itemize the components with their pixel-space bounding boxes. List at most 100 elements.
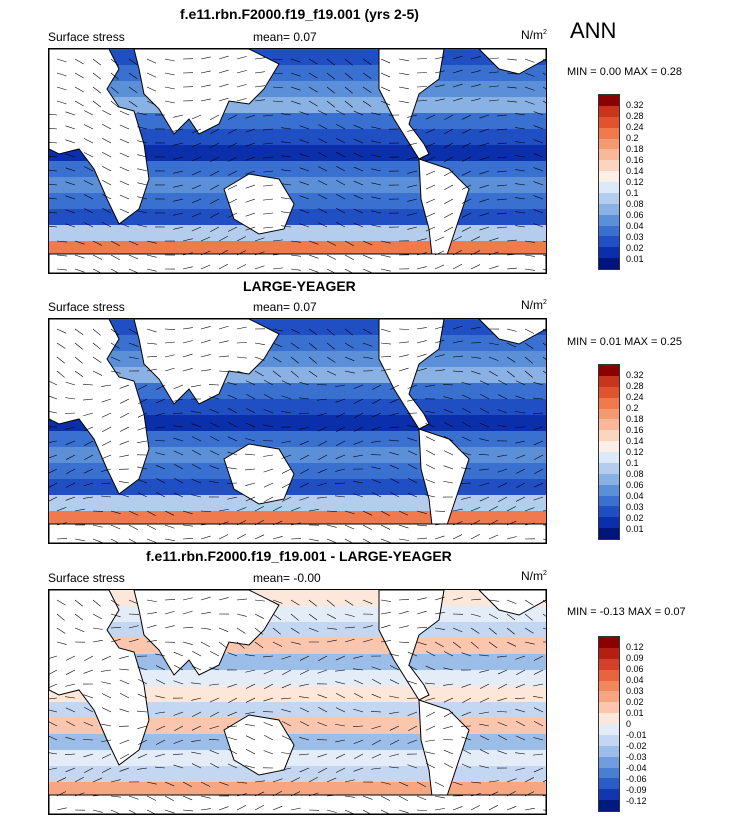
wind-arrow: [425, 739, 436, 742]
wind-arrow: [92, 254, 103, 260]
wind-arrow: [65, 736, 76, 741]
wind-arrow: [479, 723, 490, 727]
wind-arrow: [497, 424, 508, 428]
wind-arrow: [317, 138, 328, 144]
landmass: [133, 49, 280, 135]
wind-arrow: [380, 342, 391, 345]
wind-arrow: [65, 125, 76, 130]
colorbar-label: -0.04: [626, 763, 647, 773]
wind-arrow: [254, 780, 265, 783]
wind-arrow: [425, 114, 436, 120]
wind-arrow: [245, 226, 256, 231]
wind-arrow: [452, 508, 463, 512]
wind-arrow: [102, 426, 112, 433]
wind-arrow: [497, 711, 508, 713]
wind-arrow: [470, 627, 480, 634]
wind-arrow: [228, 749, 238, 755]
wind-arrow: [209, 667, 220, 671]
wind-arrow: [182, 641, 193, 645]
wind-arrow: [479, 142, 490, 147]
wind-arrow: [146, 254, 157, 258]
wind-arrow: [299, 683, 310, 687]
colorbar-label: 0.12: [626, 177, 644, 187]
wind-arrow: [425, 494, 436, 498]
colorbar-label: 0: [626, 719, 632, 729]
wind-arrow: [192, 449, 202, 456]
wind-arrow: [227, 683, 238, 688]
wind-arrow: [146, 795, 157, 801]
wind-arrow: [362, 638, 373, 643]
wind-arrow: [290, 791, 301, 797]
wind-arrow: [128, 510, 139, 516]
wind-arrow: [488, 99, 499, 102]
wind-arrow: [245, 142, 256, 147]
colorbar-label: 0.02: [626, 697, 644, 707]
wind-arrow: [49, 141, 58, 144]
wind-arrow: [299, 707, 310, 713]
wind-arrow: [119, 679, 130, 685]
wind-arrow: [210, 170, 220, 177]
wind-arrow: [425, 725, 436, 731]
wind-arrow: [398, 510, 409, 516]
panel-1-mean: mean= 0.07: [253, 30, 317, 44]
wind-arrow: [416, 524, 427, 527]
wind-arrow: [371, 224, 382, 228]
wind-arrow: [56, 100, 67, 105]
wind-arrow: [281, 127, 292, 130]
stress-band: [49, 495, 546, 512]
stress-band: [49, 209, 546, 226]
wind-arrow: [317, 124, 328, 130]
wind-arrow: [74, 599, 84, 607]
colorbar-swatch: [599, 386, 619, 398]
colorbar-swatch: [599, 149, 619, 161]
wind-arrow: [479, 422, 490, 428]
wind-arrow: [245, 380, 256, 386]
panel-3-map: [48, 589, 547, 815]
wind-arrow: [245, 496, 256, 502]
wind-arrow: [65, 753, 76, 756]
wind-arrow: [92, 524, 103, 528]
wind-arrow: [362, 510, 373, 516]
wind-arrow: [49, 155, 58, 158]
wind-arrow: [56, 807, 67, 811]
wind-arrow: [398, 809, 409, 814]
wind-arrow: [434, 339, 445, 344]
wind-arrow: [49, 411, 58, 414]
wind-arrow: [173, 170, 184, 174]
wind-arrow: [416, 327, 427, 330]
wind-arrow: [479, 496, 490, 502]
wind-arrow: [461, 381, 472, 386]
wind-arrow: [371, 440, 382, 443]
wind-arrow: [209, 409, 220, 414]
wind-arrow: [281, 141, 292, 144]
wind-arrow: [263, 170, 274, 173]
wind-arrow: [353, 194, 364, 200]
wind-arrow: [443, 384, 454, 386]
wind-arrow: [191, 156, 202, 162]
wind-arrow: [425, 142, 436, 148]
wind-arrow: [317, 166, 328, 172]
wind-arrow: [488, 627, 497, 635]
wind-arrow: [533, 426, 544, 430]
wind-arrow: [335, 398, 346, 403]
wind-arrow: [506, 86, 517, 89]
wind-arrow: [173, 212, 184, 216]
wind-arrow: [425, 436, 436, 442]
wind-arrow: [353, 440, 364, 445]
wind-arrow: [299, 737, 310, 741]
wind-arrow: [272, 100, 283, 103]
wind-arrow: [182, 340, 193, 344]
wind-arrow: [470, 781, 481, 784]
wind-arrow: [317, 722, 328, 727]
wind-arrow: [272, 536, 283, 540]
wind-arrow: [371, 666, 382, 671]
wind-arrow: [146, 809, 156, 814]
wind-arrow: [254, 534, 265, 540]
wind-arrow: [371, 693, 382, 699]
wind-arrow: [101, 681, 112, 685]
season-label: ANN: [570, 18, 617, 43]
wind-arrow: [470, 506, 481, 512]
colorbar-label: 0.12: [626, 447, 644, 457]
wind-arrow: [65, 683, 76, 687]
colorbar-label: 0.2: [626, 133, 639, 143]
